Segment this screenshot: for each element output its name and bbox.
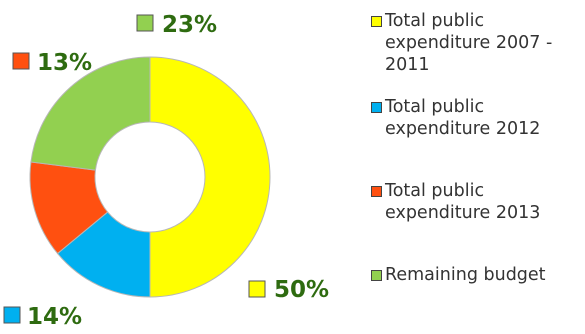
legend-item-2012: Total public expenditure 2012: [371, 96, 540, 140]
data-label-swatch-2013: [12, 52, 30, 70]
data-label-2013: 13%: [37, 50, 92, 76]
legend-label-2012: Total public expenditure 2012: [385, 97, 541, 139]
data-label-2007-2011: 50%: [274, 277, 329, 303]
data-label-2012: 14%: [27, 304, 82, 330]
legend-label-remaining: Remaining budget: [385, 265, 546, 285]
legend-item-2007-2011: Total public expenditure 2007 - 2011: [371, 10, 552, 76]
donut-slice-remaining: [30, 56, 151, 171]
legend-swatch-2013: [371, 186, 382, 197]
data-label-swatch-2012: [3, 306, 21, 324]
donut-slice-2007-2011: [149, 56, 271, 298]
legend-item-2013: Total public expenditure 2013: [371, 180, 540, 224]
legend-swatch-2007-2011: [371, 16, 382, 27]
legend-swatch-remaining: [371, 270, 382, 281]
data-label-remaining: 23%: [162, 12, 217, 38]
legend-swatch-2012: [371, 102, 382, 113]
legend-label-2007-2011: Total public expenditure 2007 - 2011: [385, 11, 553, 75]
legend-item-remaining: Remaining budget: [371, 264, 546, 286]
data-label-swatch-2007-2011: [248, 280, 266, 298]
legend-label-2013: Total public expenditure 2013: [385, 181, 541, 223]
data-label-swatch-remaining: [136, 14, 154, 32]
